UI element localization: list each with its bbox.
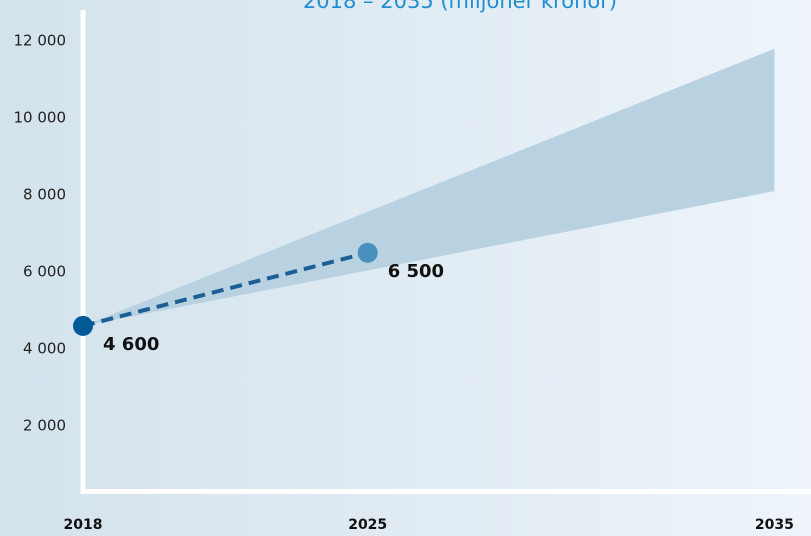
x-tick-label: 2035 bbox=[755, 517, 794, 533]
data-label: 6 500 bbox=[388, 261, 444, 282]
y-tick-label: 8 000 bbox=[23, 185, 66, 203]
data-point bbox=[357, 242, 378, 263]
data-label: 4 600 bbox=[103, 334, 159, 355]
y-tick-label: 4 000 bbox=[23, 340, 66, 358]
y-tick-label: 12 000 bbox=[14, 31, 67, 49]
x-tick-label: 2018 bbox=[64, 517, 103, 533]
chart-title: 2018 – 2035 (miljoner kronor) bbox=[303, 0, 617, 13]
data-point bbox=[73, 315, 93, 336]
x-tick-label: 2025 bbox=[348, 517, 387, 533]
y-tick-label: 2 000 bbox=[23, 417, 66, 435]
forecast-band bbox=[83, 48, 775, 326]
y-tick-label: 6 000 bbox=[23, 263, 66, 281]
y-tick-label: 10 000 bbox=[14, 108, 67, 126]
dashed-line bbox=[82, 250, 369, 328]
